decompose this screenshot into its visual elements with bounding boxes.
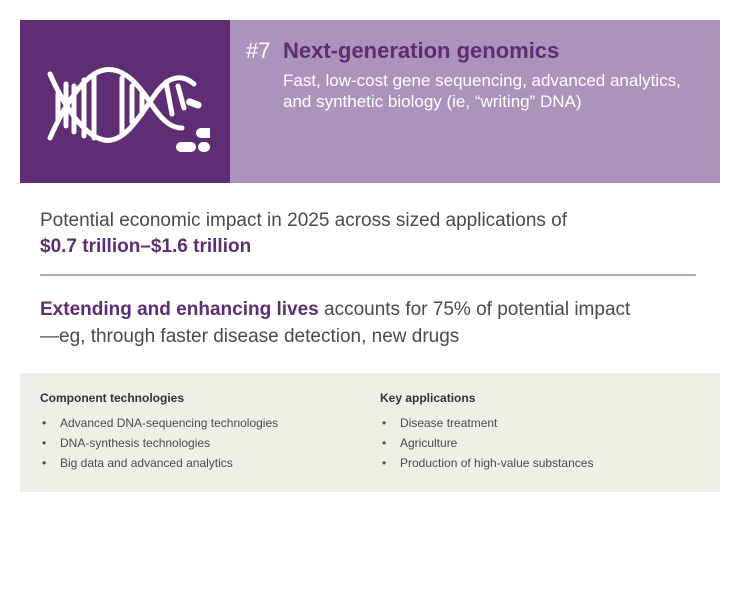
list-item: • Agriculture [380,433,593,453]
list-item-label: Big data and advanced analytics [60,456,233,470]
rank-label: #7 [246,38,271,63]
bullet-icon: • [382,436,387,450]
component-technologies-list: • Advanced DNA-sequencing technologies • D… [40,413,278,473]
list-item-label: Production of high-value substances [400,456,594,470]
key-applications-list: • Disease treatment • Agriculture • Product… [380,413,593,473]
list-item-label: Agriculture [400,436,458,450]
impact-text: Potential economic impact in 2025 across… [40,210,568,231]
list-item: • Disease treatment [380,413,593,433]
divider [40,274,696,276]
list-item-label: Advanced DNA-sequencing technologies [60,416,279,430]
component-technologies: Component technologies • Advanced DNA-seq… [40,391,278,473]
title-panel: #7 Next-generation genomics Fast, low-co… [230,20,720,183]
details-panel: Component technologies • Advanced DNA-seq… [20,373,720,492]
header: #7 Next-generation genomics Fast, low-co… [20,20,720,183]
component-technologies-heading: Component technologies [40,391,184,405]
list-item: • DNA-synthesis technologies [40,433,278,453]
bullet-icon: • [42,436,47,450]
bullet-icon: • [382,416,387,430]
lives-highlight: Extending and enhancing lives [40,299,319,320]
list-item-label: DNA-synthesis technologies [60,436,211,450]
bullet-icon: • [42,456,47,470]
dna-helix-icon [47,67,210,152]
page-subtitle: Fast, low-cost gene sequencing, advanced… [283,71,681,111]
key-applications: Key applications • Disease treatment • Agr… [380,391,593,473]
list-item: • Production of high-value substances [380,453,593,473]
icon-panel [20,20,230,183]
impact-value: $0.7 trillion–$1.6 trillion [40,236,252,257]
bullet-icon: • [42,416,47,430]
lives-statement: Extending and enhancing lives accounts f… [40,296,640,350]
impact-section: Potential economic impact in 2025 across… [40,208,696,260]
list-item-label: Disease treatment [400,416,498,430]
list-item: • Big data and advanced analytics [40,453,278,473]
bullet-icon: • [382,456,387,470]
key-applications-heading: Key applications [380,391,476,405]
lives-text: accounts for 75% of potential impact—eg,… [40,299,631,347]
list-item: • Advanced DNA-sequencing technologies [40,413,278,433]
page-title: Next-generation genomics [283,38,560,63]
